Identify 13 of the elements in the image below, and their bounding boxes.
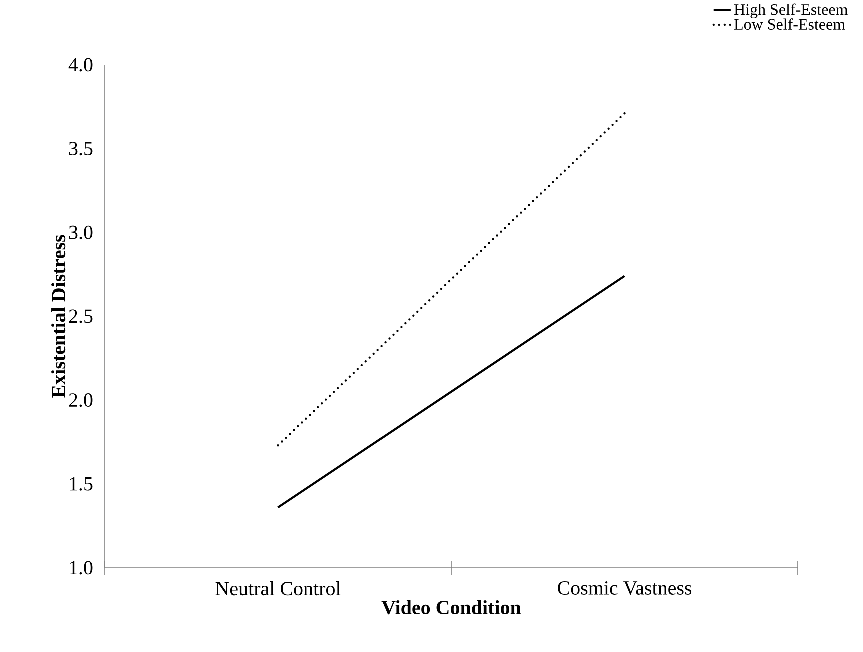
legend-label: Low Self-Esteem	[734, 18, 846, 30]
y-tick-label: 1.0	[70, 561, 93, 575]
legend-label: High Self-Esteem	[734, 4, 848, 19]
y-tick-label: 3.0	[69, 226, 93, 240]
x-axis-title: Video Condition	[382, 600, 522, 615]
y-tick-label: 2.0	[69, 394, 93, 408]
y-tick-label: 3.5	[69, 142, 93, 156]
y-tick-label: 2.5	[69, 310, 93, 324]
y-axis-title: Existential Distress	[52, 235, 66, 398]
x-tick-label: Neutral Control	[216, 582, 341, 596]
y-tick-label: 4.0	[68, 58, 93, 72]
x-tick-label: Cosmic Vastness	[558, 582, 692, 596]
y-tick-label: 1.5	[70, 477, 93, 491]
